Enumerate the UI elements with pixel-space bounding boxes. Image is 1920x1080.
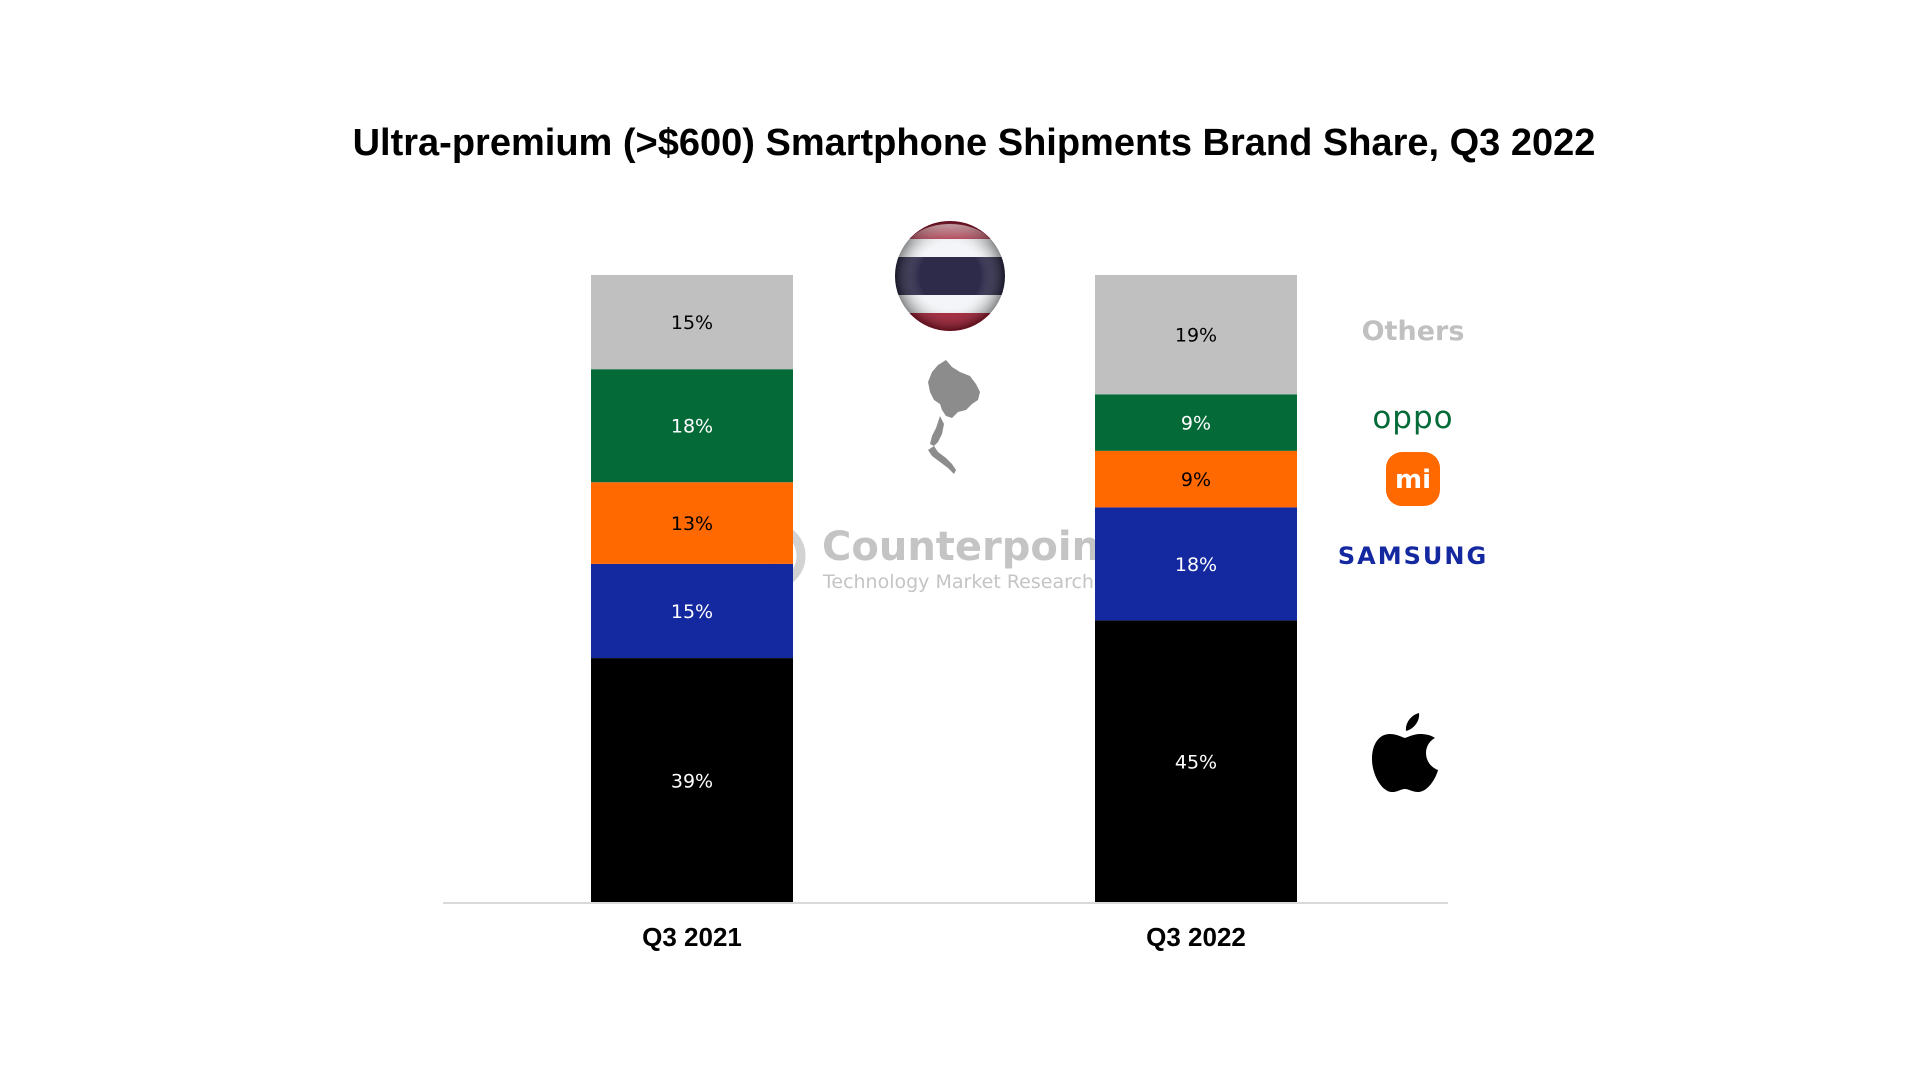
watermark-tagline: Technology Market Research	[822, 571, 1094, 593]
bar-segment-others-0	[591, 275, 793, 370]
samsung-logo: SAMSUNG	[1338, 542, 1488, 570]
bar-segment-xiaomi-0	[591, 482, 793, 564]
data-label-samsung-0: 15%	[671, 601, 713, 623]
x-tick-label-q3-2021: Q3 2021	[642, 922, 742, 952]
oppo-logo: oppo	[1372, 400, 1453, 436]
bar-segment-apple-1	[1095, 620, 1297, 903]
xiaomi-logo: mi	[1386, 452, 1440, 506]
legend-others: Others	[1362, 316, 1465, 347]
thailand-flag-icon	[895, 221, 1005, 331]
data-label-apple-0: 39%	[671, 771, 713, 793]
bars-group: 39% 15% 13% 18% 15% 45% 18% 9% 9% 19%	[591, 275, 1297, 903]
x-tick-label-q3-2022: Q3 2022	[1146, 922, 1246, 952]
legend: Others oppo mi SAMSUNG	[1338, 316, 1488, 792]
data-label-others-1: 19%	[1175, 325, 1217, 347]
data-label-xiaomi-1: 9%	[1181, 469, 1211, 491]
bar-segment-apple-0	[591, 658, 793, 903]
apple-icon	[1372, 713, 1438, 792]
bar-segment-oppo-1	[1095, 394, 1297, 451]
chart-title: Ultra-premium (>$600) Smartphone Shipmen…	[352, 122, 1596, 164]
bar-segment-samsung-0	[591, 563, 793, 659]
thailand-map-icon	[928, 360, 980, 474]
data-label-xiaomi-0: 13%	[671, 513, 713, 535]
data-label-apple-1: 45%	[1175, 752, 1217, 774]
watermark-brand: Counterpoint	[822, 524, 1119, 570]
bar-segment-xiaomi-1	[1095, 450, 1297, 508]
bar-segment-samsung-1	[1095, 507, 1297, 621]
data-label-others-0: 15%	[671, 312, 713, 334]
data-label-oppo-1: 9%	[1181, 413, 1211, 435]
data-label-samsung-1: 18%	[1175, 554, 1217, 576]
xiaomi-logo-text: mi	[1395, 465, 1431, 495]
counterpoint-watermark: Counterpoint Technology Market Research	[738, 522, 1119, 593]
bar-segment-oppo-0	[591, 369, 793, 483]
bar-segment-others-1	[1095, 275, 1297, 395]
data-label-oppo-0: 18%	[671, 416, 713, 438]
